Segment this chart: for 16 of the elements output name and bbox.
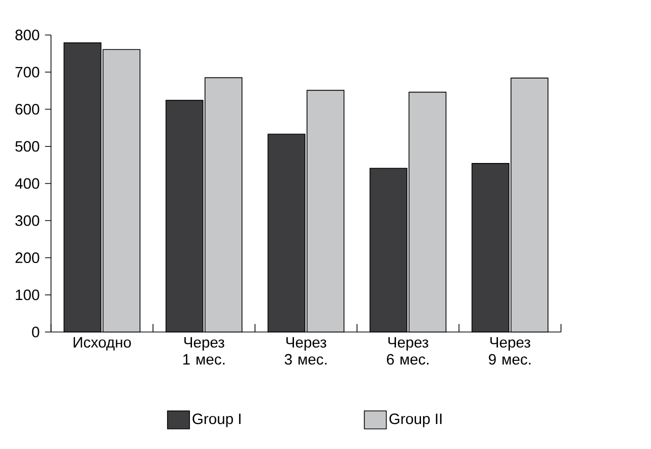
y-tick-label: 0 [32,326,40,338]
x-tick-label: Через 1 мес. [183,337,224,365]
y-tick-label: 100 [16,290,40,300]
y-tick-label: 700 [16,66,40,78]
legend-label: Group II [389,414,442,428]
y-tick-label: 600 [16,104,40,115]
x-tick-label: Через 3 мес. [284,337,326,365]
y-tick-label: 800 [15,30,40,40]
x-tick-label: Через 6 мес. [386,337,428,365]
x-tick-label: Через 9 мес. [488,337,530,365]
y-tick-label: 300 [15,215,40,226]
y-tick-label: 500 [15,141,40,152]
x-tick-label: Исходно [74,337,131,350]
legend-label: Group I [192,414,241,428]
y-tick-label: 400 [15,178,40,189]
y-tick-label: 200 [16,252,40,264]
